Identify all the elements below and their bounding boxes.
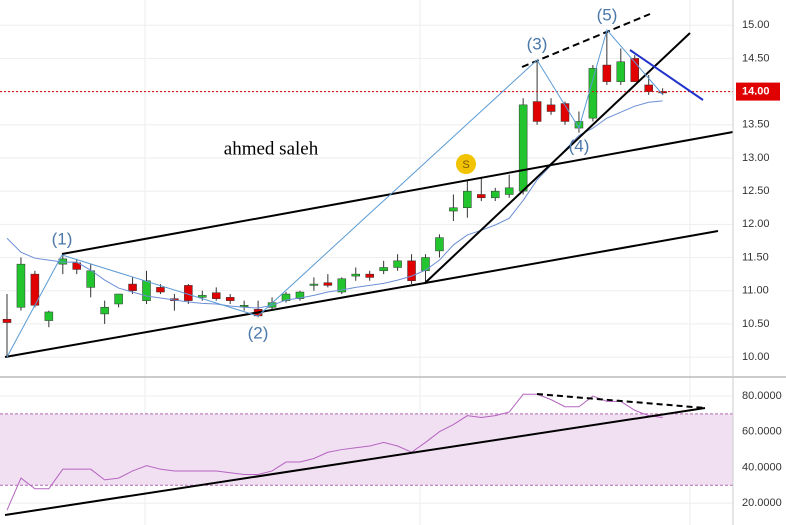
candle-body: [658, 91, 667, 94]
candle-body: [407, 260, 416, 282]
rsi-band: [0, 413, 733, 486]
candle-body: [532, 101, 542, 122]
candle-body: [281, 293, 291, 301]
rsi-trend-line: [4, 407, 706, 516]
candle-body: [156, 287, 165, 293]
blue-line: [629, 49, 704, 101]
y-tick-label: 60.0000: [742, 426, 782, 438]
y-tick-label: 15.00: [742, 19, 770, 31]
wave-label: (3): [527, 34, 548, 53]
price-panel: [0, 31, 733, 358]
rsi-line: [6, 393, 663, 511]
candle-body: [212, 292, 221, 299]
y-tick-label: 40.0000: [742, 461, 782, 473]
candle-body: [2, 318, 12, 323]
candle-body: [86, 270, 95, 288]
y-tick-label: 80.0000: [742, 390, 782, 402]
y-tick-label: 13.00: [742, 152, 770, 164]
price-badge-label: 14.00: [742, 85, 770, 97]
candle-body: [449, 207, 458, 212]
y-tick-label: 11.00: [742, 285, 769, 297]
candle-body: [393, 260, 402, 268]
trend-lines: [4, 13, 734, 516]
candle-body: [491, 190, 500, 199]
rsi-panel: [0, 393, 733, 511]
candle-body: [44, 311, 54, 321]
candle-body: [546, 104, 556, 112]
candle-body: [72, 262, 81, 270]
y-tick-label: 10.00: [742, 351, 770, 363]
candle-body: [463, 190, 472, 208]
candle-body: [142, 280, 151, 301]
candle-body: [128, 283, 137, 291]
candle-body: [351, 273, 360, 277]
candle-body: [114, 293, 123, 305]
wave-line: [6, 28, 664, 358]
candle-body: [198, 295, 207, 298]
y-tick-label: 14.50: [742, 52, 770, 64]
watermark-text: ahmed saleh: [224, 138, 319, 159]
wave-label: (5): [597, 5, 618, 24]
y-tick-label: 12.00: [742, 218, 770, 230]
wave-label: (4): [569, 136, 590, 155]
y-tick-label: 10.50: [742, 318, 770, 330]
dashed-line: [521, 13, 651, 68]
signal-label: S: [462, 159, 469, 171]
candle-body: [225, 297, 235, 301]
candle-body: [16, 263, 26, 308]
candle-body: [379, 267, 388, 272]
candle-body: [616, 61, 626, 82]
candle-body: [365, 273, 374, 278]
y-tick-label: 11.50: [742, 251, 769, 263]
candle-body: [323, 282, 333, 286]
price-badge: [736, 82, 780, 101]
candle-body: [100, 307, 109, 315]
candle-body: [309, 283, 319, 286]
candle-body: [588, 68, 598, 119]
candle-body: [421, 257, 430, 272]
candle-body: [239, 305, 249, 307]
candle-body: [477, 194, 486, 199]
candle-body: [518, 104, 528, 192]
rsi-dashed-line: [536, 393, 706, 409]
candle-body: [337, 278, 347, 293]
trend-line: [424, 230, 719, 284]
trend-line: [61, 131, 734, 255]
grid: [0, 0, 733, 525]
y-tick-label: 13.50: [742, 119, 770, 131]
candle-body: [602, 64, 612, 82]
candle-body: [644, 84, 653, 92]
candle-body: [435, 237, 444, 252]
trend-line: [4, 282, 426, 358]
candle-body: [630, 58, 639, 82]
y-tick-label: 12.50: [742, 185, 770, 197]
y-tick-label: 20.0000: [742, 497, 782, 509]
candle-body: [295, 291, 305, 299]
signal-marker: [456, 154, 476, 174]
candle-body: [504, 187, 514, 195]
wave-label: (1): [52, 229, 73, 248]
wave-label: (2): [248, 323, 269, 342]
